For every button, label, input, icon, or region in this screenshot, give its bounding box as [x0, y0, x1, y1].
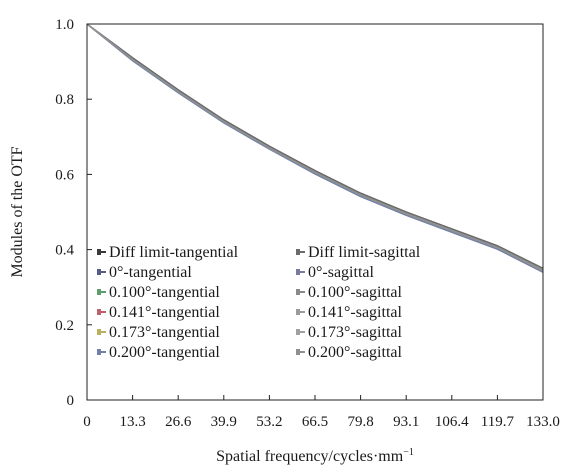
- series-line-2: [86, 23, 544, 271]
- legend-swatch-marker: [296, 309, 300, 315]
- series-line-1: [86, 23, 544, 270]
- legend-label: 0.141°-tangential: [109, 304, 220, 321]
- legend-swatch-marker: [296, 269, 300, 275]
- legend-swatch-marker: [296, 329, 300, 335]
- series-line-3: [86, 23, 544, 271]
- legend-label: 0.100°-tangential: [109, 284, 220, 301]
- series-line-11: [86, 23, 544, 271]
- x-tick-label: 53.2: [256, 414, 282, 430]
- x-tick-label: 93.1: [393, 414, 419, 430]
- x-axis-title-superscript: −1: [403, 447, 414, 458]
- legend-swatch-marker: [97, 249, 101, 255]
- x-tick-label: 66.5: [302, 414, 328, 430]
- x-tick-label: 106.4: [435, 414, 469, 430]
- x-tick-label: 119.7: [481, 414, 515, 430]
- x-axis-title: Spatial frequency/cycles·mm−1: [216, 447, 414, 465]
- legend-label: 0.200°-tangential: [109, 344, 220, 361]
- series-line-4: [86, 23, 544, 272]
- legend-label: 0°-sagittal: [308, 264, 374, 281]
- legend-swatch-marker: [97, 269, 101, 275]
- legend-swatch-marker: [97, 289, 101, 295]
- legend-label: Diff limit-tangential: [109, 244, 239, 261]
- series-line-0: [86, 23, 544, 270]
- legend-label: Diff limit-sagittal: [308, 244, 421, 261]
- y-tick-label: 0.8: [55, 92, 74, 108]
- x-tick-label: 39.9: [211, 414, 237, 430]
- x-tick-label: 0: [83, 414, 91, 430]
- series-line-9: [86, 23, 544, 271]
- series-line-10: [86, 23, 544, 273]
- y-tick-label: 1.0: [55, 17, 74, 33]
- legend-swatch-marker: [97, 309, 101, 315]
- series-line-8: [86, 23, 544, 273]
- series-line-6: [86, 23, 544, 273]
- y-tick-label: 0.4: [55, 243, 74, 259]
- y-tick-label: 0.2: [55, 318, 74, 334]
- y-tick-label: 0.6: [55, 167, 74, 183]
- y-tick-label: 0: [67, 393, 75, 409]
- x-tick-label: 133.0: [526, 414, 560, 430]
- x-tick-label: 26.6: [165, 414, 192, 430]
- series-line-5: [86, 23, 544, 271]
- x-tick-label: 13.3: [119, 414, 145, 430]
- legend-swatch-marker: [296, 349, 300, 355]
- series-line-7: [86, 23, 544, 271]
- series-layer: [86, 23, 544, 273]
- x-axis-title-text: Spatial frequency/cycles·mm: [216, 448, 404, 465]
- legend-label: 0.173°-sagittal: [308, 324, 402, 341]
- legend-swatch-marker: [296, 249, 300, 255]
- legend-swatch-marker: [97, 349, 101, 355]
- legend-swatch-marker: [296, 289, 300, 295]
- legend-label: 0.141°-sagittal: [308, 304, 402, 321]
- legend-label: 0°-tangential: [109, 264, 192, 281]
- y-axis-title: Modules of the OTF: [9, 146, 26, 277]
- legend-label: 0.100°-sagittal: [308, 284, 402, 301]
- legend: Diff limit-tangential Diff limit-sagittal…: [97, 244, 421, 361]
- x-tick-label: 79.8: [347, 414, 373, 430]
- tick-layer: 0 13.3 26.6 39.9 53.2 66.5 79.8 93.1 106.4 119.7 1…: [55, 17, 560, 430]
- legend-label: 0.173°-tangential: [109, 324, 220, 341]
- legend-swatch-marker: [97, 329, 101, 335]
- legend-label: 0.200°-sagittal: [308, 344, 402, 361]
